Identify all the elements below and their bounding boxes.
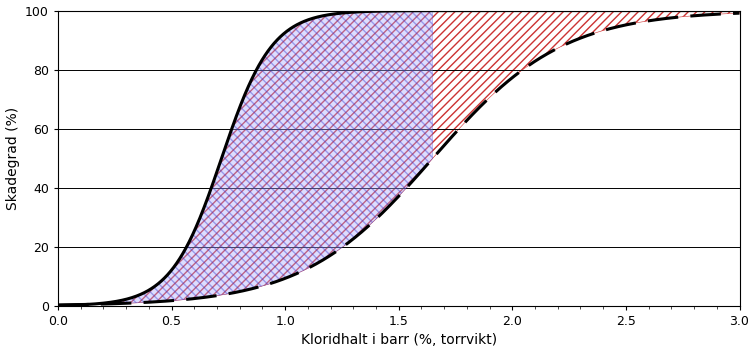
Y-axis label: Skadegrad (%): Skadegrad (%) [5, 107, 20, 210]
X-axis label: Kloridhalt i barr (%, torrvikt): Kloridhalt i barr (%, torrvikt) [300, 334, 497, 347]
